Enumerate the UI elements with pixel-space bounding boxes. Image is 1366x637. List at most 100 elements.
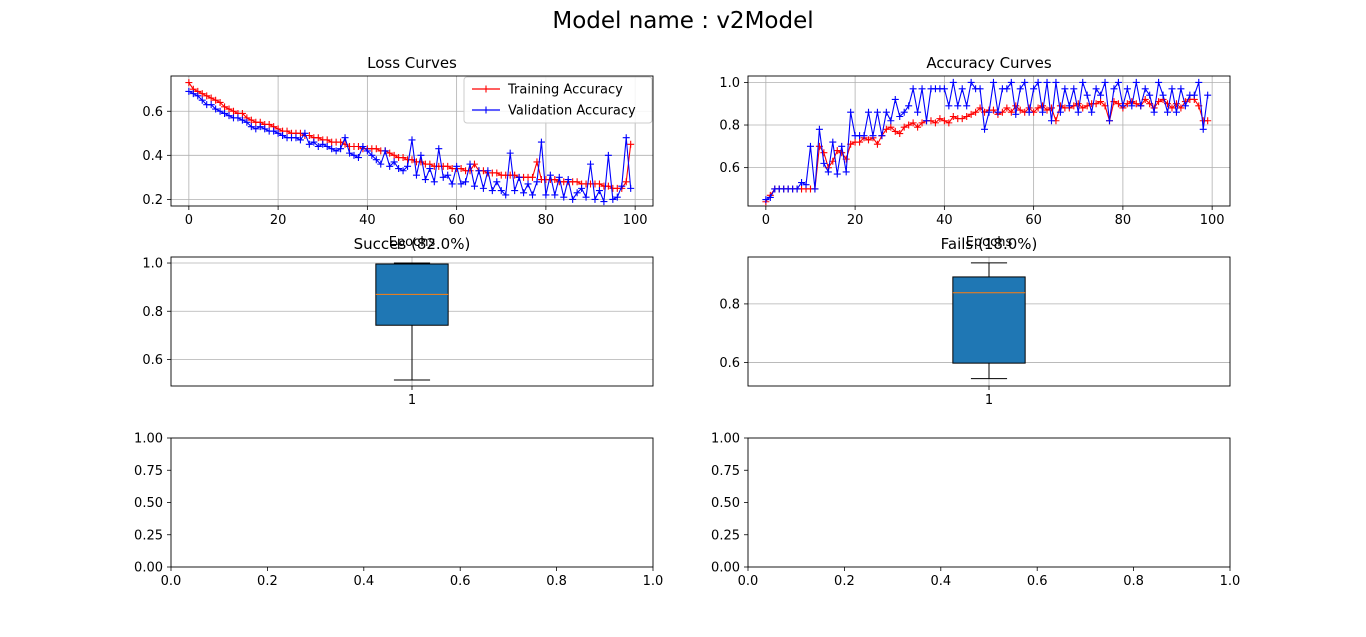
data-point — [533, 178, 541, 186]
data-point — [860, 132, 868, 140]
data-point — [595, 187, 603, 195]
data-point — [390, 158, 398, 166]
data-point — [989, 78, 997, 86]
legend-swatch-marker — [482, 106, 490, 114]
data-point — [613, 193, 621, 201]
data-point — [923, 117, 931, 125]
y-tick-label: 0.6 — [719, 161, 740, 176]
data-point — [332, 147, 340, 155]
data-point — [1164, 108, 1172, 116]
data-point — [1056, 108, 1064, 116]
data-point — [497, 187, 505, 195]
data-point — [448, 180, 456, 188]
data-point — [945, 119, 953, 127]
data-point — [1056, 102, 1064, 110]
data-point — [1070, 85, 1078, 93]
y-tick-label: 0.8 — [142, 305, 163, 320]
x-tick-label: 20 — [847, 213, 864, 228]
data-point — [989, 106, 997, 114]
data-point — [914, 108, 922, 116]
data-point — [873, 140, 881, 148]
data-point — [963, 102, 971, 110]
x-tick-label: 1 — [985, 393, 993, 408]
data-point — [270, 127, 278, 135]
chart-title: Fails (18.0%) — [941, 235, 1038, 253]
data-point — [216, 107, 224, 115]
data-point — [1007, 108, 1015, 116]
data-point — [346, 149, 354, 157]
data-point — [1012, 102, 1020, 110]
data-point — [305, 131, 313, 139]
data-point — [1097, 91, 1105, 99]
data-point — [466, 167, 474, 175]
data-point — [1012, 110, 1020, 118]
data-point — [292, 134, 300, 142]
data-point — [328, 145, 336, 153]
data-point — [967, 78, 975, 86]
data-point — [824, 168, 832, 176]
data-point — [838, 142, 846, 150]
axes-frame — [747, 437, 1231, 568]
data-point — [296, 136, 304, 144]
data-point — [945, 102, 953, 110]
data-point — [1168, 85, 1176, 93]
data-point — [994, 108, 1002, 116]
data-point — [622, 134, 630, 142]
data-point — [256, 123, 264, 131]
legend-label: Training Accuracy — [507, 83, 623, 98]
data-point — [1204, 117, 1212, 125]
data-point — [430, 178, 438, 186]
data-point — [229, 107, 237, 115]
data-point — [252, 125, 260, 133]
data-point — [212, 105, 220, 113]
y-tick-label: 0.75 — [711, 464, 740, 479]
data-point — [802, 181, 810, 189]
chart-fails: 1 0.6 0.8 Fails (18.0%) — [719, 235, 1231, 408]
y-tick-label: 1.0 — [142, 257, 163, 272]
data-point — [1025, 108, 1033, 116]
data-point — [873, 108, 881, 116]
data-point — [1016, 85, 1024, 93]
x-tick-label: 0.2 — [257, 574, 278, 589]
data-point — [936, 115, 944, 123]
x-tick-label: 80 — [538, 213, 555, 228]
data-point — [1106, 117, 1113, 125]
x-tick-label: 0.0 — [161, 574, 182, 589]
chart-loss: 0 20 40 60 80 100 0.2 0.4 0.6 Epochs Training Accu… — [142, 54, 654, 250]
legend-box — [463, 76, 653, 124]
series-line-1 — [188, 90, 632, 202]
data-point — [569, 195, 577, 203]
data-point — [1047, 117, 1055, 125]
data-point — [949, 78, 957, 86]
data-point — [1132, 100, 1140, 108]
data-point — [462, 178, 470, 186]
data-point — [189, 90, 197, 98]
x-tick-label: 40 — [936, 213, 953, 228]
data-point — [1114, 100, 1122, 108]
data-point — [622, 178, 630, 186]
data-point — [537, 138, 545, 146]
data-point — [198, 96, 206, 104]
data-point — [1088, 108, 1096, 116]
data-point — [426, 165, 434, 173]
data-point — [323, 136, 331, 144]
data-point — [918, 85, 926, 93]
x-tick-label: 0.6 — [1027, 574, 1048, 589]
data-point — [377, 160, 385, 168]
data-point — [627, 184, 635, 192]
axes-frame — [747, 256, 1231, 387]
x-tick-label: 60 — [448, 213, 465, 228]
data-point — [1021, 78, 1029, 86]
data-point — [247, 123, 255, 131]
x-tick-label: 0.8 — [1123, 574, 1144, 589]
data-point — [573, 178, 581, 186]
data-point — [435, 145, 443, 153]
data-point — [207, 94, 215, 102]
data-point — [1119, 102, 1127, 110]
data-point — [1159, 91, 1167, 99]
plot-area — [185, 79, 635, 206]
data-point — [1195, 78, 1203, 86]
data-point — [595, 180, 603, 188]
x-tick-label: 80 — [1115, 213, 1132, 228]
data-point — [564, 176, 572, 184]
